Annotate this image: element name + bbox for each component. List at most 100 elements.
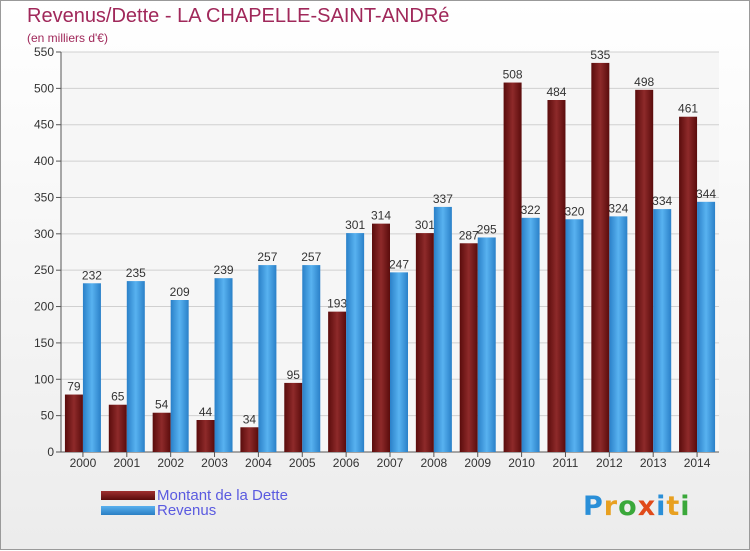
chart-subtitle: (en milliers d'€) — [27, 31, 108, 45]
y-tick-label: 0 — [47, 445, 54, 459]
data-label-revenus: 232 — [82, 268, 102, 282]
chart-title: Revenus/Dette - LA CHAPELLE-SAINT-ANDRé — [27, 5, 450, 27]
bar-dette — [591, 62, 610, 453]
data-label-revenus: 209 — [170, 285, 190, 299]
data-label-dette: 535 — [590, 48, 610, 62]
bar-dette — [240, 427, 259, 452]
bar-dette — [547, 100, 566, 452]
legend-swatch-revenus — [101, 506, 155, 515]
data-label-dette: 287 — [459, 228, 479, 242]
data-label-dette: 193 — [327, 297, 347, 311]
bar-revenus — [433, 206, 452, 452]
data-label-dette: 34 — [243, 412, 257, 426]
x-tick-label: 2008 — [421, 456, 448, 470]
data-label-revenus: 337 — [433, 192, 453, 206]
bar-dette — [372, 223, 390, 452]
x-tick-label: 2006 — [333, 456, 360, 470]
data-label-revenus: 295 — [477, 222, 497, 236]
proxiti-logo: Proxiti — [583, 491, 691, 522]
data-label-dette: 44 — [199, 405, 213, 419]
bar-dette — [679, 116, 698, 453]
data-label-dette: 301 — [415, 218, 435, 232]
data-label-revenus: 257 — [301, 250, 321, 264]
bar-revenus — [477, 237, 496, 452]
y-tick-label: 550 — [34, 45, 54, 59]
bar-dette — [284, 382, 303, 452]
legend-label-dette: Montant de la Dette — [157, 487, 288, 504]
data-label-revenus: 344 — [696, 187, 716, 201]
logo-letter: i — [680, 491, 691, 522]
x-tick-label: 2013 — [640, 456, 667, 470]
y-tick-label: 400 — [34, 154, 54, 168]
data-label-revenus: 235 — [126, 266, 146, 280]
data-label-dette: 314 — [371, 209, 391, 223]
x-tick-label: 2010 — [508, 456, 535, 470]
bar-dette — [152, 412, 171, 452]
bar-dette — [64, 394, 83, 452]
bar-dette — [635, 89, 654, 453]
bar-revenus — [609, 216, 628, 452]
x-tick-label: 2000 — [70, 456, 97, 470]
y-tick-label: 350 — [34, 190, 54, 204]
bar-dette — [503, 82, 522, 452]
bar-dette — [415, 233, 434, 452]
data-label-revenus: 257 — [257, 250, 277, 264]
logo-letter: o — [618, 491, 638, 522]
logo-letter: P — [583, 491, 604, 522]
bar-revenus — [126, 281, 145, 452]
data-label-revenus: 301 — [345, 218, 365, 232]
legend-swatch-dette — [101, 491, 155, 500]
data-label-revenus: 239 — [214, 263, 234, 277]
bar-revenus — [565, 219, 584, 452]
bar-revenus — [214, 278, 233, 452]
bar-revenus — [302, 265, 321, 452]
x-tick-label: 2001 — [113, 456, 140, 470]
data-label-revenus: 322 — [521, 203, 541, 217]
y-tick-label: 100 — [34, 372, 54, 386]
logo-letter: x — [637, 491, 657, 522]
data-label-dette: 508 — [503, 68, 523, 82]
x-tick-label: 2005 — [289, 456, 316, 470]
x-tick-label: 2009 — [464, 456, 491, 470]
logo-letter: r — [603, 491, 619, 522]
x-tick-label: 2012 — [596, 456, 623, 470]
logo-letter: i — [656, 491, 667, 522]
legend-label-revenus: Revenus — [157, 502, 217, 519]
bar-revenus — [346, 233, 365, 452]
data-label-dette: 95 — [287, 368, 301, 382]
x-tick-label: 2011 — [553, 456, 579, 470]
y-tick-label: 450 — [34, 118, 54, 132]
y-tick-label: 300 — [34, 227, 54, 241]
x-tick-label: 2004 — [245, 456, 272, 470]
data-label-dette: 79 — [67, 380, 81, 394]
y-tick-label: 50 — [41, 409, 55, 423]
data-label-revenus: 320 — [564, 204, 584, 218]
bar-revenus — [82, 283, 101, 452]
data-label-revenus: 334 — [652, 194, 672, 208]
logo-letter: t — [666, 491, 681, 522]
y-tick-label: 500 — [34, 81, 54, 95]
bar-dette — [328, 311, 347, 452]
y-tick-label: 200 — [34, 300, 54, 314]
data-label-dette: 484 — [546, 85, 566, 99]
bar-dette — [108, 404, 127, 452]
y-tick-label: 250 — [34, 263, 54, 277]
data-label-dette: 65 — [111, 390, 125, 404]
x-tick-label: 2014 — [684, 456, 711, 470]
data-label-dette: 461 — [678, 102, 698, 116]
data-label-revenus: 247 — [389, 257, 409, 271]
bar-revenus — [170, 300, 189, 452]
bar-revenus — [697, 201, 716, 452]
bar-revenus — [653, 209, 672, 452]
data-label-revenus: 324 — [608, 201, 628, 215]
data-label-dette: 54 — [155, 398, 169, 412]
bar-dette — [196, 420, 215, 452]
x-tick-label: 2003 — [201, 456, 228, 470]
x-tick-label: 2007 — [377, 456, 404, 470]
bar-dette — [459, 243, 478, 452]
y-tick-label: 150 — [34, 336, 54, 350]
data-label-dette: 498 — [634, 75, 654, 89]
x-tick-label: 2002 — [157, 456, 184, 470]
